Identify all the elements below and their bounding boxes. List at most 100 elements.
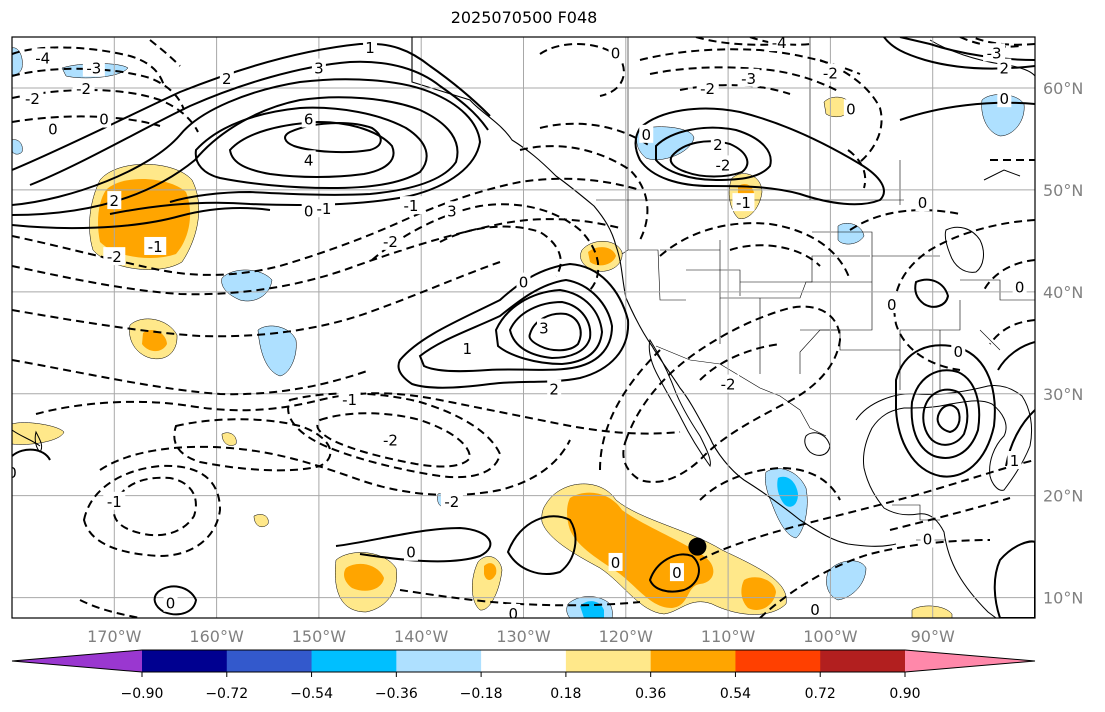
contour-label: -3 <box>987 44 1002 62</box>
contour-label-background <box>313 199 336 218</box>
longitude-labels: 170°W 160°W 150°W 140°W 130°W 120°W 110°W 100°W… <box>87 627 955 646</box>
contour-label-background <box>983 43 1006 62</box>
contour-label: 0 <box>519 274 529 292</box>
contour-label-background <box>884 295 899 314</box>
contour-label: 0 <box>1015 279 1025 297</box>
contour-label-background <box>301 201 316 220</box>
contour-label-background <box>72 78 95 97</box>
contour-label: -3 <box>86 60 101 78</box>
contour-label: -1 <box>736 194 751 212</box>
contour-label-background <box>547 379 562 398</box>
contour-label-background <box>915 193 930 212</box>
contour-label-background <box>444 201 459 220</box>
contour-label-background <box>696 78 719 97</box>
contour-label: -2 <box>107 248 122 266</box>
contour-label-background <box>516 272 531 291</box>
contour-label: -2 <box>823 65 838 83</box>
colorbar-segment <box>481 650 567 672</box>
contour-label: 0 <box>48 121 58 139</box>
contour-label: -1 <box>317 200 332 218</box>
contour-label-background <box>103 491 126 510</box>
contour-label-background <box>536 318 551 337</box>
longitude-tick-label: 170°W <box>87 627 142 646</box>
colorbar-tick-label: 0.72 <box>805 686 836 702</box>
colorbar-tick-label: 0.36 <box>635 686 666 702</box>
contour-label: 2 <box>110 192 120 210</box>
contour-label: 0 <box>672 564 682 582</box>
contour-label: 2 <box>713 136 723 154</box>
contour-label-background <box>920 529 935 548</box>
colorbar-segment <box>735 650 821 672</box>
contour-label-background <box>768 37 791 52</box>
colorbar-tick-label: −0.18 <box>460 686 503 702</box>
contour-label-background <box>440 491 463 510</box>
contour-label: -2 <box>76 80 91 98</box>
contour-label: -1 <box>107 493 122 511</box>
contour-label-background <box>379 231 402 250</box>
contour-label-background <box>737 68 760 87</box>
contour-label: 0 <box>99 111 109 129</box>
contour-label-background <box>1012 277 1027 296</box>
colorbar-tick-label: −0.54 <box>290 686 333 702</box>
contour-label: 0 <box>611 554 621 572</box>
contour-label: 0 <box>918 194 928 212</box>
longitude-tick-label: 110°W <box>701 627 756 646</box>
colorbar-tick-label: 0.90 <box>889 686 920 702</box>
contour-label: 3 <box>539 320 549 338</box>
contour-label: -2 <box>444 493 459 511</box>
contour-label-background <box>301 109 316 128</box>
contour-label-background <box>301 150 316 169</box>
map-frame <box>11 36 1036 619</box>
longitude-tick-label: 120°W <box>599 627 654 646</box>
contour-label: -1 <box>148 238 163 256</box>
longitude-tick-label: 160°W <box>189 627 244 646</box>
contour-label: -2 <box>383 233 398 251</box>
contour-label: 0 <box>166 595 176 613</box>
contour-label: 0 <box>1000 90 1010 108</box>
colorbar-max-extension <box>905 650 1035 672</box>
latitude-tick-label: 50°N <box>1043 181 1083 200</box>
contour-label-background <box>363 38 378 57</box>
contour-label: 1 <box>462 340 472 358</box>
contour-label-background <box>379 430 402 449</box>
contour-label-background <box>506 603 521 618</box>
colorbar-segment <box>565 650 652 672</box>
contour-label-background <box>997 89 1012 108</box>
contour-label-background <box>82 58 105 77</box>
contour-label-background <box>808 599 823 618</box>
contour-label: 0 <box>810 601 820 619</box>
latitude-tick-label: 30°N <box>1043 385 1083 404</box>
contour-label: 0 <box>954 343 964 361</box>
contour-label-background <box>639 124 654 143</box>
contour-label: -1 <box>342 391 357 409</box>
latitude-tick-label: 60°N <box>1043 79 1083 98</box>
contour-label-background <box>997 58 1012 77</box>
contour-label: 0 <box>304 202 314 220</box>
contour-label: -3 <box>741 70 756 88</box>
colorbar-tick-label: −0.72 <box>205 686 248 702</box>
colorbar-tick-label: 0.54 <box>720 686 751 702</box>
contour-label-background <box>21 89 44 108</box>
colorbar-min-extension <box>12 650 142 672</box>
contour-label-background <box>403 542 418 561</box>
contour-label: -4 <box>772 34 787 52</box>
contour-label-background <box>31 48 54 67</box>
colorbar-segment <box>650 650 736 672</box>
contour-label: 0 <box>846 100 856 118</box>
contour-label: 3 <box>447 202 457 220</box>
longitude-tick-label: 140°W <box>394 627 449 646</box>
contour-label-background <box>219 68 234 87</box>
colorbar-segment <box>396 650 482 672</box>
latitude-tick-label: 20°N <box>1043 487 1083 506</box>
contour-label: 0 <box>406 544 416 562</box>
contour-label: 1 <box>1010 452 1020 470</box>
contour-label-background <box>107 191 122 210</box>
longitude-tick-label: 150°W <box>292 627 347 646</box>
contour-label: 0 <box>508 605 518 623</box>
longitude-tick-label: 90°W <box>911 627 955 646</box>
colorbar: −0.90 −0.72 −0.54 −0.36 −0.18 0.18 0.36 0.54 0.7… <box>11 649 1036 702</box>
contour-label-background <box>97 109 112 128</box>
contour-label-background <box>819 63 842 82</box>
contour-label: 2 <box>222 70 232 88</box>
